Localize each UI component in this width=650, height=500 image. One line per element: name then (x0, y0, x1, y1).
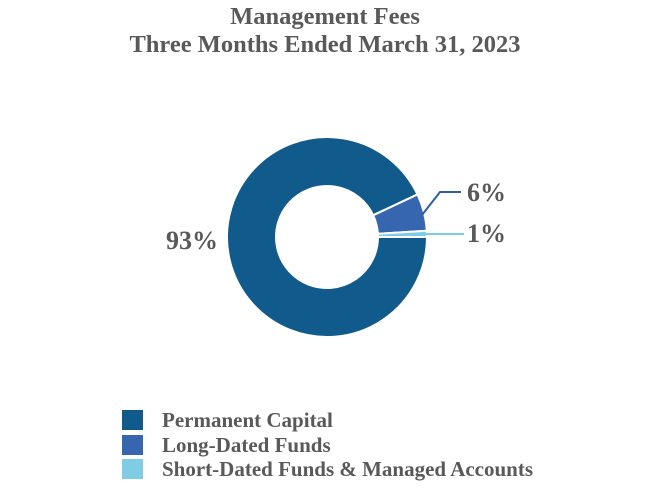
legend-label-short-dated-funds: Short-Dated Funds & Managed Accounts (162, 457, 534, 482)
chart-title-line1: Management Fees (230, 3, 420, 30)
legend-swatch-permanent-capital-icon (122, 410, 143, 431)
legend-swatch-short-dated-funds-icon (122, 459, 143, 480)
legend: Permanent Capital Long-Dated Funds Short… (122, 408, 533, 482)
chart-title: Management Fees Three Months Ended March… (0, 3, 650, 59)
donut-slices (226, 136, 429, 338)
legend-label-permanent-capital: Permanent Capital (162, 408, 333, 433)
legend-item-short-dated-funds: Short-Dated Funds & Managed Accounts (122, 457, 533, 482)
data-label-permanent-capital: 93% (166, 226, 218, 255)
legend-item-long-dated-funds: Long-Dated Funds (122, 433, 533, 458)
donut-slice-0 (226, 136, 428, 338)
chart-title-line2: Three Months Ended March 31, 2023 (129, 31, 521, 58)
data-label-long-dated-funds: 6% (467, 178, 506, 207)
legend-label-long-dated-funds: Long-Dated Funds (162, 432, 331, 457)
legend-item-permanent-capital: Permanent Capital (122, 408, 533, 433)
donut-slice-2 (376, 229, 429, 238)
leader-line-6pct (421, 191, 461, 216)
legend-swatch-long-dated-funds-icon (122, 434, 143, 455)
data-label-short-dated-funds: 1% (467, 219, 506, 248)
